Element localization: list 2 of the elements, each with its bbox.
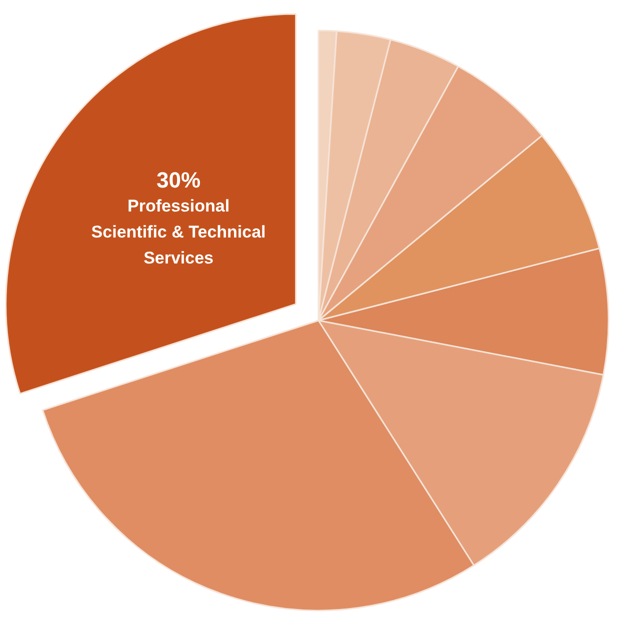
slice-label: Professional Scientific & Technical Services xyxy=(91,196,266,268)
data-label: 30% xyxy=(156,167,201,192)
